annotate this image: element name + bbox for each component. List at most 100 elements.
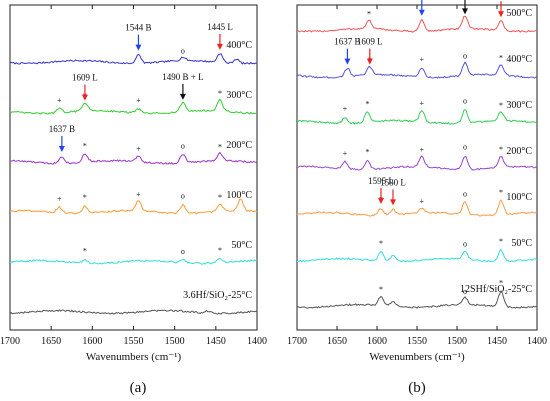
- series-label: 100°C: [226, 190, 252, 201]
- annotation-arrowhead: [366, 58, 373, 65]
- series-label: 12SHf/SiO₂-25°C: [460, 284, 532, 295]
- peak-marker: *: [379, 239, 383, 248]
- panel-label-a: (a): [130, 380, 147, 396]
- peak-marker: o: [181, 142, 185, 151]
- series-label: 100°C: [506, 192, 532, 203]
- series-label: 500°C: [506, 8, 532, 19]
- x-tick-label: 1650: [41, 336, 61, 347]
- peak-marker: *: [499, 237, 503, 246]
- peak-marker: *: [499, 279, 503, 288]
- annotation-label: 1490 B + L: [162, 72, 203, 82]
- series-line: [9, 309, 258, 315]
- peak-marker: +: [136, 96, 141, 105]
- panel-b: 1700 1650 1600 1550 1500 1450 1400 Wevenumbers …: [287, 0, 547, 363]
- series-label: 50°C: [231, 240, 252, 251]
- peak-marker: *: [218, 89, 222, 98]
- series-line: [9, 198, 258, 215]
- series-line: [296, 61, 538, 79]
- annotation-arrowhead: [390, 199, 396, 206]
- peak-marker: *: [499, 101, 503, 110]
- x-tick-label: 1400: [527, 336, 547, 347]
- x-tick-label: 1450: [487, 336, 507, 347]
- peak-marker: o: [463, 287, 467, 296]
- annotation-label: 1544 B: [125, 23, 151, 33]
- series-line: [296, 108, 538, 125]
- peak-marker: +: [343, 104, 348, 113]
- x-tick-label: 1700: [0, 336, 20, 347]
- peak-marker: o: [463, 189, 467, 198]
- series-line: [9, 53, 258, 65]
- x-tick-label: 1650: [327, 336, 347, 347]
- x-tick-label: 1600: [367, 336, 387, 347]
- series-line: [296, 15, 538, 33]
- peak-marker: *: [499, 54, 503, 63]
- peak-marker: *: [499, 188, 503, 197]
- series-label: 3.6Hf/SiO₂-25°C: [183, 290, 252, 301]
- series-label: 300°C: [226, 90, 252, 101]
- series-label: 50°C: [511, 238, 532, 249]
- annotation-arrowhead: [81, 94, 88, 101]
- peak-marker: o: [181, 47, 185, 56]
- series-line: [10, 151, 258, 165]
- peak-marker: o: [463, 97, 467, 106]
- annotation-arrowhead: [378, 198, 384, 204]
- annotation-arrowhead: [216, 43, 223, 50]
- series-line: [297, 155, 538, 171]
- peak-marker: *: [379, 285, 383, 294]
- peak-marker: +: [420, 146, 425, 155]
- annotation-arrowhead: [344, 58, 351, 65]
- peak-marker: o: [463, 143, 467, 152]
- annotation-arrowhead: [135, 44, 142, 51]
- annotation-arrowhead: [58, 146, 65, 152]
- peak-marker: *: [218, 142, 222, 151]
- peak-marker: o: [463, 240, 467, 249]
- annotation-label: 1445 L: [207, 22, 233, 32]
- series-line: [296, 199, 538, 217]
- peak-marker: *: [83, 142, 87, 151]
- peak-marker: *: [365, 100, 369, 109]
- peak-marker: *: [367, 10, 371, 19]
- annotation-label: 1609 L: [357, 37, 383, 47]
- peak-marker: +: [343, 149, 348, 158]
- peak-marker: +: [57, 194, 62, 203]
- annotation-arrowhead: [418, 9, 425, 16]
- peak-marker: +: [420, 197, 425, 206]
- x-tick-label: 1500: [165, 336, 185, 347]
- peak-marker: *: [499, 145, 503, 154]
- peak-marker: *: [365, 148, 369, 157]
- x-tick-label: 1600: [82, 336, 102, 347]
- annotation-arrowhead: [498, 11, 504, 18]
- series-label: 300°C: [506, 100, 532, 111]
- peak-marker: +: [136, 144, 141, 153]
- peak-marker: *: [218, 193, 222, 202]
- x-tick-label: 1450: [206, 336, 226, 347]
- peak-marker: +: [57, 96, 62, 105]
- series-line: [9, 258, 258, 265]
- panel-a: 1700 1650 1600 1550 1500 1450 1400 Wavenumbers …: [0, 4, 267, 363]
- peak-marker: o: [181, 247, 185, 256]
- x-axis-label: Wavenumbers (cm⁻¹): [86, 351, 182, 363]
- series-line: [296, 248, 538, 263]
- peak-marker: *: [83, 247, 87, 256]
- x-tick-label: 1500: [447, 336, 467, 347]
- series-label: 200°C: [226, 140, 252, 151]
- panel-label-b: (b): [408, 380, 426, 396]
- peak-marker: +: [136, 190, 141, 199]
- peak-marker: *: [218, 246, 222, 255]
- x-tick-label: 1550: [407, 336, 427, 347]
- x-axis-label: Wevenumbers (cm⁻¹): [369, 351, 465, 363]
- annotation-arrowhead: [462, 8, 468, 15]
- annotation-label: 1595 L: [368, 176, 394, 186]
- x-tick-label: 1700: [287, 336, 307, 347]
- series-line: [9, 98, 257, 115]
- annotation-label: 1580 L: [380, 177, 406, 187]
- series-label: 400°C: [226, 40, 252, 51]
- annotation-label: 1637 B: [49, 124, 75, 134]
- annotation-label: 1609 L: [72, 73, 98, 83]
- series-label: 400°C: [506, 54, 532, 65]
- series-label: 200°C: [506, 146, 532, 157]
- peak-marker: +: [420, 55, 425, 64]
- series-line: [296, 289, 537, 309]
- x-tick-label: 1400: [247, 336, 267, 347]
